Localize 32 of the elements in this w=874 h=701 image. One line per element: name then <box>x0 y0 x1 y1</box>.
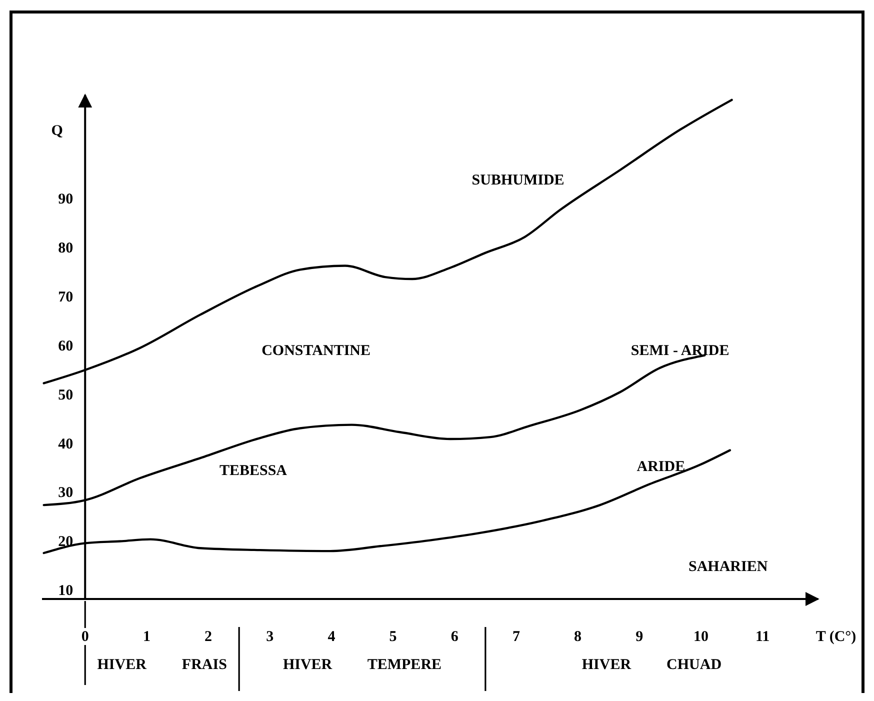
x-axis-title: T (C°) <box>816 629 856 645</box>
x-tick-label: 8 <box>574 629 582 645</box>
x-tick-label: 4 <box>328 629 336 645</box>
y-axis-title: Q <box>51 123 64 139</box>
annotation: TEBESSA <box>219 462 288 479</box>
annotation: SAHARIEN <box>688 559 768 576</box>
y-tick-label: 50 <box>58 387 74 404</box>
x-tick-label: 10 <box>693 629 708 645</box>
annotation: SUBHUMIDE <box>472 172 564 189</box>
y-tick-label: 70 <box>58 290 74 306</box>
text: HIVER FRAIS <box>97 657 227 673</box>
y-tick-label: 30 <box>58 485 74 502</box>
annotation: CONSTANTINE <box>262 342 371 359</box>
x-tick-label: 9 <box>636 629 644 645</box>
text: HIVER CHUAD <box>582 657 722 673</box>
annotation: ARIDE <box>636 458 686 475</box>
y-tick-label: 10 <box>58 583 74 600</box>
x-tick-label: 3 <box>266 629 274 645</box>
x-tick-label: 1 <box>142 629 150 645</box>
annotation: SEMI - ARIDE <box>630 342 730 359</box>
text: HIVER TEMPERE <box>282 657 442 673</box>
x-tick-label: 5 <box>389 629 397 645</box>
x-tick-label: 0 <box>81 629 89 645</box>
y-tick-label: 80 <box>58 240 74 257</box>
y-tick-label: 90 <box>58 192 74 208</box>
x-tick-label: 6 <box>450 629 459 645</box>
x-tick-label: 2 <box>204 629 212 645</box>
y-tick-label: 60 <box>58 338 74 354</box>
x-tick-label: 7 <box>512 629 520 645</box>
x-tick-label: 11 <box>755 629 770 645</box>
y-tick-label: 40 <box>58 436 74 452</box>
y-tick-label: 20 <box>58 534 74 550</box>
